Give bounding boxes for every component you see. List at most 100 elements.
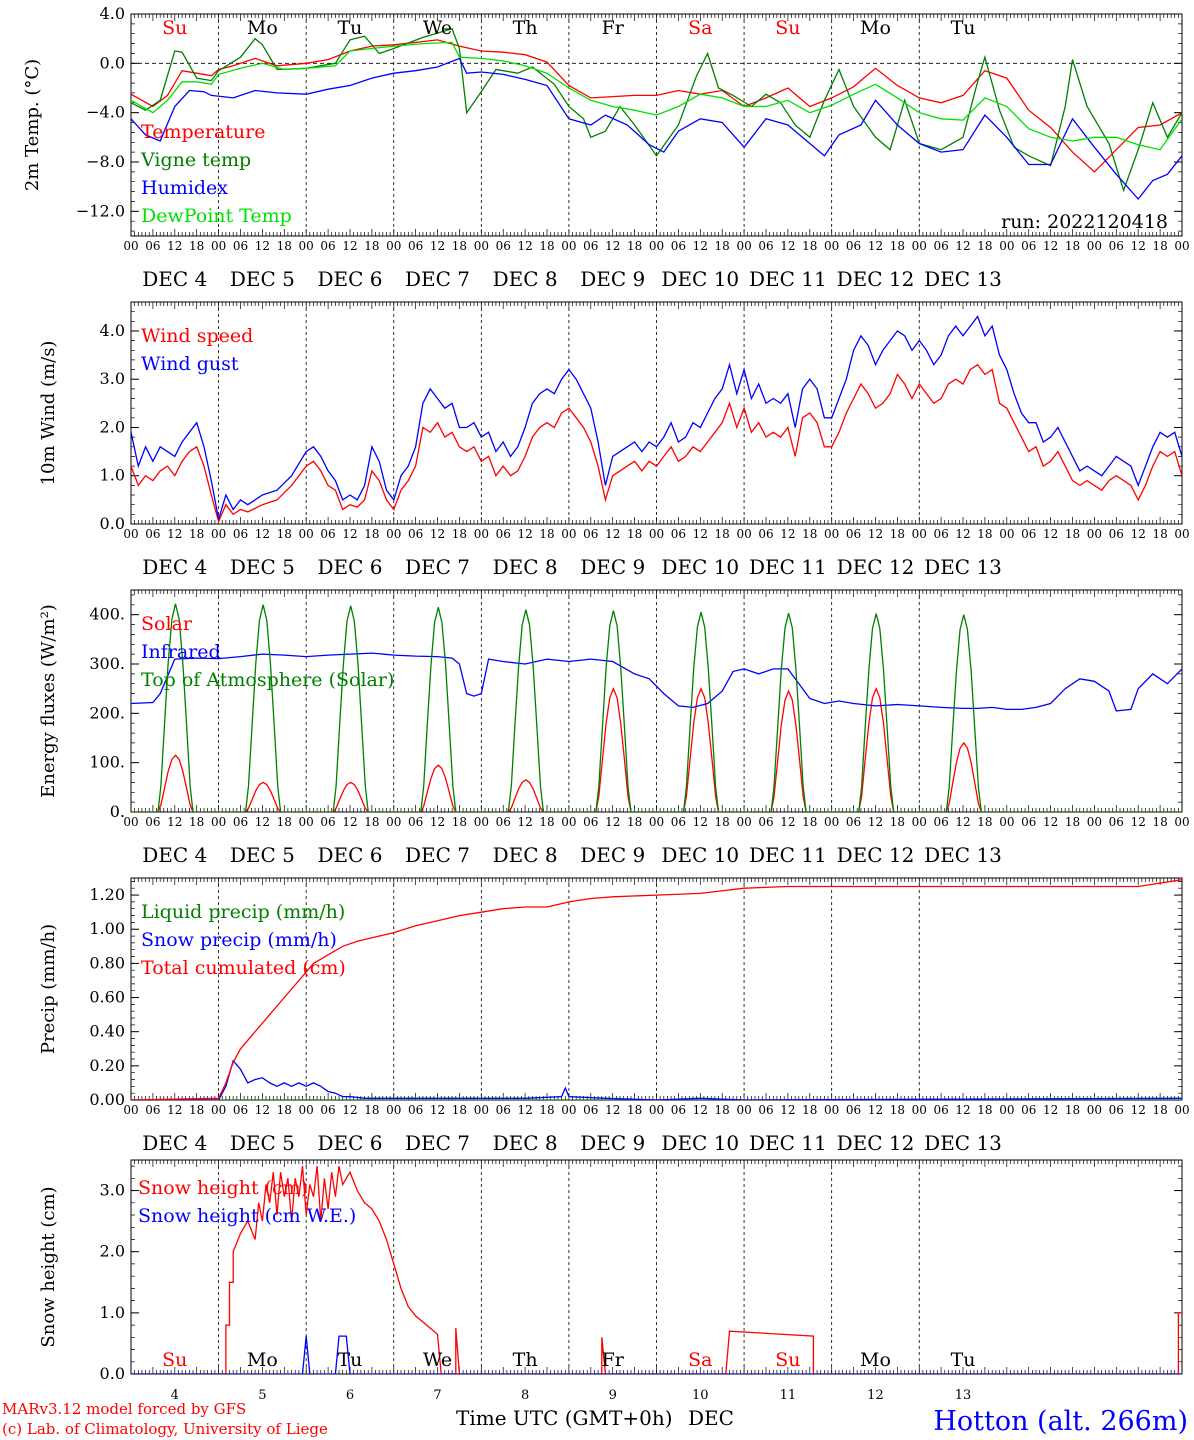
hour-tick-label: 00 (211, 1103, 226, 1117)
hour-tick-label: 06 (1021, 239, 1036, 253)
weekday-label: Su (162, 17, 187, 39)
hour-tick-label: 18 (189, 1103, 204, 1117)
series-group (131, 603, 1182, 812)
hour-tick-label: 06 (496, 815, 511, 829)
hour-tick-label: 18 (1152, 1103, 1167, 1117)
hour-tick-label: 00 (474, 1103, 489, 1117)
y-tick-label: 0.0 (100, 514, 125, 533)
hour-tick-label: 12 (342, 815, 357, 829)
hour-tick-label: 06 (671, 239, 686, 253)
hour-tick-label: 00 (386, 527, 401, 541)
hour-tick-label: 06 (408, 239, 423, 253)
hour-tick-label: 12 (167, 815, 182, 829)
hour-tick-label: 06 (583, 815, 598, 829)
series-humidex (131, 57, 1182, 201)
day-label: DEC 5 (230, 1131, 295, 1155)
hour-tick-label: 06 (583, 239, 598, 253)
legend-entry: Total cumulated (cm) (141, 957, 346, 979)
hour-tick-label: 18 (715, 815, 730, 829)
hour-tick-label: 06 (1021, 527, 1036, 541)
panel-temp: 4.0 0.0 −4.0 −8.0 −12.0 2m Temp. (°C) Temperat… (22, 4, 1190, 291)
y-tick-label: 1.20 (89, 885, 125, 904)
weekday-label: Tu (337, 17, 362, 39)
day-label: DEC 8 (493, 555, 558, 579)
day-label: DEC 11 (749, 555, 827, 579)
day-label: DEC 7 (405, 267, 470, 291)
weekday-label: Su (162, 1349, 187, 1371)
hour-tick-label: 18 (277, 1103, 292, 1117)
hour-tick-label: 06 (496, 239, 511, 253)
day-label: DEC 13 (924, 843, 1002, 867)
hour-tick-label: 12 (255, 239, 270, 253)
legend-entry: Liquid precip (mm/h) (141, 901, 345, 923)
hour-tick-label: 18 (890, 527, 905, 541)
hour-tick-label: 12 (1043, 239, 1058, 253)
hour-tick-label: 00 (999, 815, 1014, 829)
weekday-label: Fr (602, 17, 625, 39)
hour-tick-label: 18 (364, 239, 379, 253)
hour-tick-label: 00 (912, 815, 927, 829)
weekday-label: Su (775, 17, 800, 39)
day-label: DEC 10 (661, 267, 739, 291)
hour-tick-label: 12 (780, 527, 795, 541)
y-axis-title: Snow height (cm) (38, 1186, 59, 1347)
y-minor-ticks (131, 301, 1182, 525)
series-infrared (131, 652, 1182, 712)
hour-tick-label: 06 (671, 527, 686, 541)
hour-tick-label: 00 (649, 815, 664, 829)
hour-tick-label: 06 (934, 239, 949, 253)
day-label: DEC 12 (837, 555, 915, 579)
hour-tick-label: 00 (299, 239, 314, 253)
day-label: DEC 6 (317, 555, 382, 579)
hour-tick-label: 12 (780, 815, 795, 829)
hour-tick-label: 06 (846, 815, 861, 829)
hour-tick-label: 12 (605, 1103, 620, 1117)
hour-tick-label: 18 (715, 239, 730, 253)
hour-tick-label: 12 (342, 239, 357, 253)
day-label: DEC 13 (924, 1131, 1002, 1155)
day-label: DEC 9 (580, 555, 645, 579)
hour-tick-label: 12 (955, 815, 970, 829)
weekday-label: Th (513, 1349, 538, 1371)
y-tick-label: −8.0 (86, 152, 125, 171)
day-label: DEC 7 (405, 1131, 470, 1155)
hour-tick-label: 12 (605, 239, 620, 253)
hour-tick-label: 00 (1087, 239, 1102, 253)
hour-tick-label: 18 (452, 527, 467, 541)
hour-tick-label: 00 (999, 527, 1014, 541)
hour-tick-label: 18 (539, 239, 554, 253)
hour-tick-label: 18 (715, 1103, 730, 1117)
hour-tick-label: 12 (605, 527, 620, 541)
hour-tick-label: 06 (1109, 1103, 1124, 1117)
credit-line2: (c) Lab. of Climatology, University of L… (2, 1420, 328, 1438)
y-tick-label: 100. (89, 753, 125, 772)
hour-tick-label: 00 (386, 815, 401, 829)
hour-tick-label: 12 (955, 527, 970, 541)
hour-tick-label: 12 (1043, 1103, 1058, 1117)
hour-tick-label: 06 (496, 527, 511, 541)
y-tick-label: 0. (110, 802, 125, 821)
hour-tick-label: 00 (474, 527, 489, 541)
hour-tick-label: 18 (364, 1103, 379, 1117)
hour-tick-label: 18 (627, 239, 642, 253)
hour-tick-label: 06 (145, 239, 160, 253)
y-tick-label: 4.0 (100, 321, 125, 340)
weekday-label: Fr (602, 1349, 625, 1371)
hour-tick-label: 00 (211, 815, 226, 829)
hour-tick-label: 18 (452, 1103, 467, 1117)
hour-tick-label: 18 (802, 239, 817, 253)
y-tick-label: 1.00 (89, 919, 125, 938)
hour-tick-label: 12 (780, 239, 795, 253)
day-label: DEC 9 (580, 843, 645, 867)
hour-tick-label: 12 (430, 815, 445, 829)
hour-tick-label: 06 (846, 527, 861, 541)
hour-tick-label: 06 (758, 1103, 773, 1117)
hour-tick-label: 18 (802, 527, 817, 541)
hour-tick-label: 12 (693, 1103, 708, 1117)
hour-tick-label: 00 (1087, 1103, 1102, 1117)
hour-tick-label: 18 (802, 1103, 817, 1117)
hour-tick-label: 06 (758, 815, 773, 829)
hour-tick-label: 18 (189, 527, 204, 541)
day-label: DEC 13 (924, 555, 1002, 579)
